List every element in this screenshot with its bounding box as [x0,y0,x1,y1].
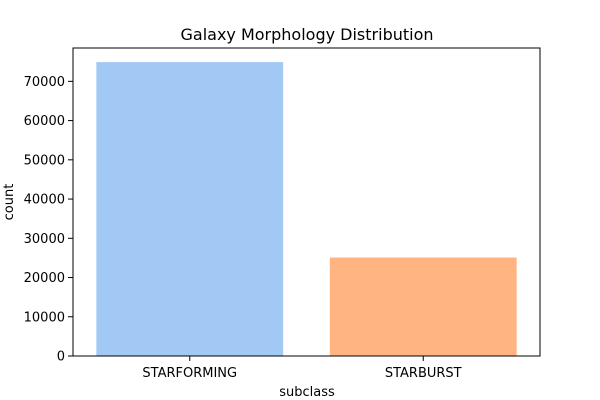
x-axis: STARFORMING STARBURST [142,356,462,381]
y-tick-label: 50000 [24,153,65,168]
y-tick-label: 30000 [24,232,65,247]
x-tick-label: STARBURST [385,366,462,381]
y-axis: 0 10000 20000 30000 40000 50000 60000 70000 [24,75,73,365]
y-tick-label: 60000 [24,114,65,129]
x-axis-label: subclass [279,385,335,400]
y-tick-label: 40000 [24,193,65,208]
chart-title: Galaxy Morphology Distribution [180,25,433,44]
x-tick-label: STARFORMING [142,366,237,381]
bar-starforming [96,62,284,356]
y-axis-label: count [2,184,17,221]
y-tick-label: 10000 [24,310,65,325]
y-tick-label: 0 [57,350,65,365]
plot-frame [72,47,541,357]
bars-layer [96,62,517,356]
bar-starburst [329,257,517,356]
y-tick-label: 70000 [24,75,65,90]
y-tick-label: 20000 [24,271,65,286]
